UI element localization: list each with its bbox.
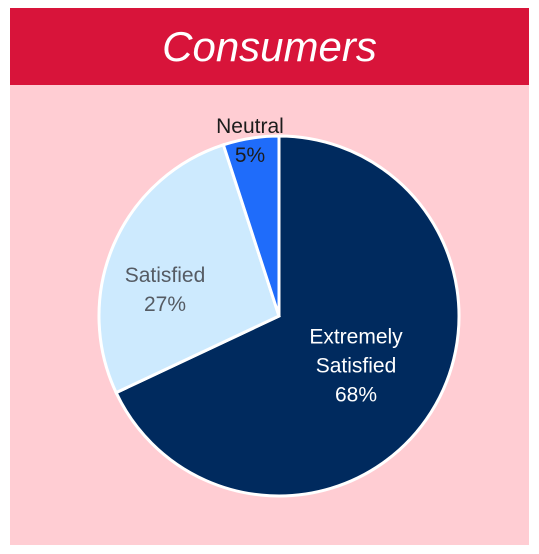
category-label: Neutral — [216, 115, 284, 138]
chart-title: Consumers — [10, 8, 529, 85]
value-label: 5% — [234, 144, 266, 167]
slice-label: Satisfied 27% — [100, 261, 230, 319]
category-label: Satisfied — [124, 264, 206, 287]
category-label: Extremely Satisfied — [309, 325, 403, 378]
value-label: 68% — [334, 383, 378, 407]
pie-slice — [97, 142, 281, 395]
slice-label: Neutral 5% — [185, 112, 315, 170]
value-label: 27% — [143, 293, 187, 316]
pie-slice — [221, 134, 281, 317]
pie-slice — [114, 134, 461, 498]
slice-label: Extremely Satisfied 68% — [291, 323, 421, 410]
